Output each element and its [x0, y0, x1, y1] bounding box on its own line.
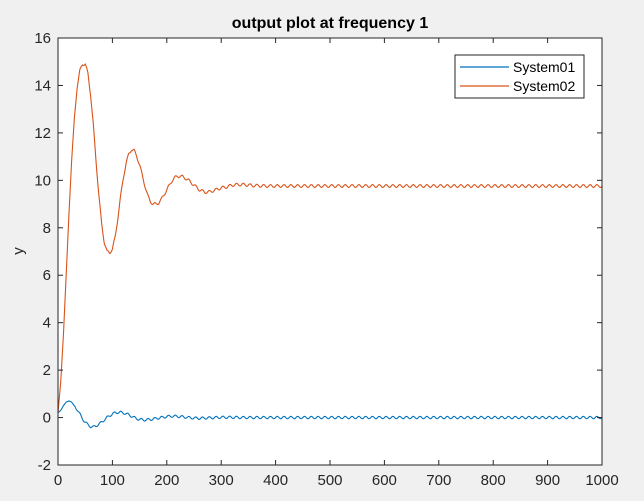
series-line-system01 — [57, 400, 603, 429]
y-tick-label: 10 — [34, 172, 51, 189]
x-tick-label: 600 — [372, 472, 397, 489]
y-tick-label: 14 — [34, 77, 51, 94]
y-tick-label: 6 — [43, 267, 51, 284]
x-tick-label: 500 — [317, 472, 342, 489]
x-tick-label: 800 — [481, 472, 506, 489]
legend: System01 System02 — [454, 54, 585, 99]
axes-background — [58, 38, 602, 465]
tick-layer: 0 100 200 300 400 500 600 700 800 900 1000-2024681… — [34, 30, 618, 489]
x-tick-label: 200 — [154, 472, 179, 489]
chart-title: output plot at frequency 1 — [232, 15, 429, 32]
x-tick-label: 100 — [100, 472, 125, 489]
legend-label-system02: System02 — [513, 78, 575, 94]
series-line-system02 — [57, 63, 603, 413]
x-tick-label: 900 — [535, 472, 560, 489]
y-tick-label: 8 — [43, 220, 51, 237]
y-axis-label: y — [10, 247, 27, 255]
x-tick-label: 1000 — [585, 472, 618, 489]
y-tick-label: 2 — [43, 362, 51, 379]
x-tick-label: 300 — [209, 472, 234, 489]
x-tick-label: 0 — [54, 472, 62, 489]
x-tick-label: 400 — [263, 472, 288, 489]
y-tick-label: 4 — [43, 315, 51, 332]
y-tick-label: 12 — [34, 125, 51, 142]
x-tick-label: 700 — [426, 472, 451, 489]
y-tick-label: -2 — [38, 457, 51, 474]
y-tick-label: 16 — [34, 30, 51, 47]
legend-box — [454, 54, 585, 99]
series-layer — [57, 63, 603, 429]
y-tick-label: 0 — [43, 410, 51, 427]
legend-label-system01: System01 — [513, 59, 575, 75]
